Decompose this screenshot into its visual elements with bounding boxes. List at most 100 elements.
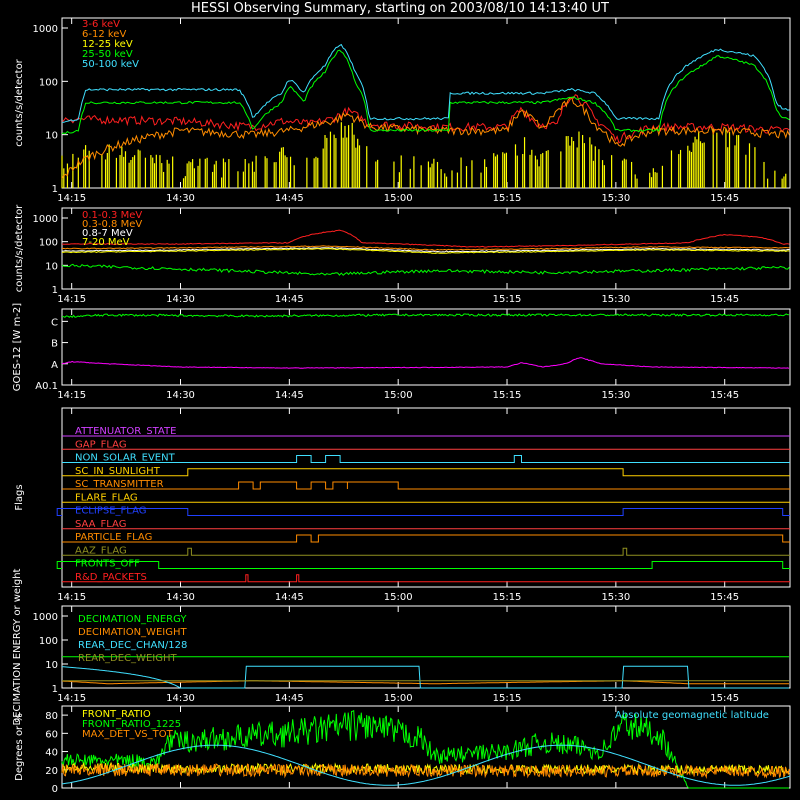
flag-label: AAZ_FLAG bbox=[75, 545, 127, 556]
flags-frame bbox=[61, 407, 791, 588]
xray-high-y-tick-label: 10 bbox=[45, 261, 58, 272]
decimation-series-2 bbox=[61, 665, 789, 689]
flag-line bbox=[62, 481, 790, 490]
decimation-y-tick-label: 1000 bbox=[33, 612, 58, 623]
xray-low-legend-entry: 3-6 keV bbox=[82, 19, 120, 30]
xray-high-time-label: 15:15 bbox=[493, 294, 522, 305]
flag-label: ATTENUATOR_STATE bbox=[75, 426, 176, 437]
gamma-series-2 bbox=[61, 247, 790, 253]
flag-line bbox=[62, 574, 790, 583]
goes-time-label: 15:30 bbox=[601, 390, 630, 401]
geomagnetic-latitude-line bbox=[61, 744, 791, 786]
goes-time-label: 14:45 bbox=[275, 390, 304, 401]
flags-time-label: 14:45 bbox=[275, 592, 304, 603]
ratios-legend-entry: FRONT_RATIO_1225 bbox=[82, 719, 181, 730]
decimation-legend-entry: DECIMATION_ENERGY bbox=[78, 614, 187, 625]
figure-title: HESSI Observing Summary, starting on 200… bbox=[191, 1, 609, 16]
goes-series-1 bbox=[61, 357, 790, 369]
flag-label: FLARE_FLAG bbox=[75, 492, 138, 503]
xray-series-3 bbox=[61, 49, 790, 135]
decimation-y-tick-label: 10 bbox=[45, 660, 58, 671]
xray-low-legend-entry: 25-50 keV bbox=[82, 49, 133, 60]
gamma-series-1 bbox=[61, 245, 790, 251]
flags-time-label: 15:00 bbox=[384, 592, 413, 603]
xray-series-4 bbox=[62, 43, 790, 123]
flags-time-label: 15:15 bbox=[493, 592, 522, 603]
flags-time-label: 15:45 bbox=[710, 592, 739, 603]
xray-high-legend-entry: 0.8-7 MeV bbox=[82, 228, 133, 239]
goes-y-label: GOES-12 [W m-2] bbox=[12, 303, 23, 391]
xray-high-legend-entry: 0.1-0.3 MeV bbox=[82, 210, 142, 221]
goes-y-tick-label: A0.1 bbox=[35, 381, 58, 392]
decimation-legend-entry: REAR_DEC_WEIGHT bbox=[78, 653, 177, 664]
xray-low-time-label: 15:00 bbox=[384, 193, 413, 204]
decimation-y-label: DECIMATION ENERGY or weight bbox=[12, 568, 23, 725]
goes-y-tick-label: B bbox=[51, 339, 58, 350]
decimation-legend-entry: REAR_DEC_CHAN/128 bbox=[78, 640, 187, 651]
xray-series-0 bbox=[61, 94, 790, 144]
goes-time-label: 14:30 bbox=[166, 390, 195, 401]
decimation-time-label: 14:30 bbox=[166, 693, 195, 704]
flags-time-label: 15:30 bbox=[601, 592, 630, 603]
flag-line bbox=[62, 455, 790, 463]
xray-low-time-label: 15:30 bbox=[601, 193, 630, 204]
xray-high-time-label: 15:00 bbox=[384, 294, 413, 305]
decimation-series-1 bbox=[61, 680, 789, 685]
xray-high-y-tick-label: 100 bbox=[39, 238, 58, 249]
xray-high-time-label: 15:30 bbox=[601, 294, 630, 305]
flag-label: SAA_FLAG bbox=[75, 519, 126, 530]
flag-label: R&D_PACKETS bbox=[75, 572, 147, 583]
flags-time-label: 14:15 bbox=[57, 592, 86, 603]
flag-label: ECLIPSE_FLAG bbox=[75, 506, 146, 517]
xray-low-time-label: 14:45 bbox=[275, 193, 304, 204]
decimation-legend-entry: DECIMATION_WEIGHT bbox=[78, 627, 187, 638]
xray-low-time-label: 15:45 bbox=[710, 193, 739, 204]
flag-label: NON_SOLAR_EVENT bbox=[75, 453, 176, 464]
xray-low-frame bbox=[61, 17, 791, 189]
flags-time-label: 14:30 bbox=[166, 592, 195, 603]
xray-low-y-tick-label: 1 bbox=[52, 184, 58, 195]
xray-high-time-label: 14:15 bbox=[57, 294, 86, 305]
ratios-y-tick-label: 40 bbox=[45, 748, 58, 759]
xray-low-y-tick-label: 100 bbox=[39, 77, 58, 88]
flag-line bbox=[62, 534, 790, 543]
flag-label: GAP_FLAG bbox=[75, 439, 127, 450]
goes-time-label: 14:15 bbox=[57, 390, 86, 401]
ratios-y-tick-label: 20 bbox=[45, 766, 58, 777]
xray-high-y-tick-label: 1000 bbox=[33, 214, 58, 225]
ratios-y-label: Degrees or % bbox=[14, 713, 25, 781]
goes-time-label: 15:00 bbox=[384, 390, 413, 401]
flag-label: SC_TRANSMITTER bbox=[75, 479, 164, 490]
ratios-legend-entry: MAX_DET_VS_TOT bbox=[82, 729, 174, 740]
flag-line bbox=[62, 468, 790, 477]
gamma-series-0 bbox=[61, 229, 790, 248]
decimation-y-tick-label: 100 bbox=[39, 636, 58, 647]
goes-time-label: 15:15 bbox=[493, 390, 522, 401]
goes-y-tick-label: A bbox=[51, 360, 58, 371]
xray-low-legend-entry: 12-25 keV bbox=[82, 39, 133, 50]
decimation-time-label: 15:00 bbox=[384, 693, 413, 704]
geomagnetic-annotation: Absolute geomagnetic latitude bbox=[615, 710, 769, 721]
goes-frame bbox=[61, 308, 791, 386]
max-det-line bbox=[61, 762, 791, 780]
flag-label: FRONTS_OFF bbox=[75, 559, 140, 570]
flag-line bbox=[56, 561, 790, 569]
flag-label: PARTICLE_FLAG bbox=[75, 532, 152, 543]
xray-low-y-label: counts/s/detector bbox=[14, 58, 25, 146]
decimation-time-label: 15:30 bbox=[601, 693, 630, 704]
decimation-y-tick-label: 1 bbox=[52, 684, 58, 695]
front-ratio-1225-line bbox=[61, 709, 789, 789]
xray-low-legend-entry: 6-12 keV bbox=[82, 29, 126, 40]
decimation-time-label: 14:15 bbox=[57, 693, 86, 704]
decimation-time-label: 15:45 bbox=[710, 693, 739, 704]
xray-high-time-label: 14:30 bbox=[166, 294, 195, 305]
flag-line bbox=[56, 508, 790, 516]
goes-series-0 bbox=[61, 313, 790, 319]
xray-low-y-tick-label: 10 bbox=[45, 131, 58, 142]
xray-high-y-label: counts/s/detector bbox=[14, 204, 25, 292]
flags-y-label: Flags bbox=[14, 484, 25, 510]
xray-low-y-tick-label: 1000 bbox=[33, 24, 58, 35]
goes-time-label: 15:45 bbox=[710, 390, 739, 401]
xray-low-legend-entry: 50-100 keV bbox=[82, 59, 139, 70]
